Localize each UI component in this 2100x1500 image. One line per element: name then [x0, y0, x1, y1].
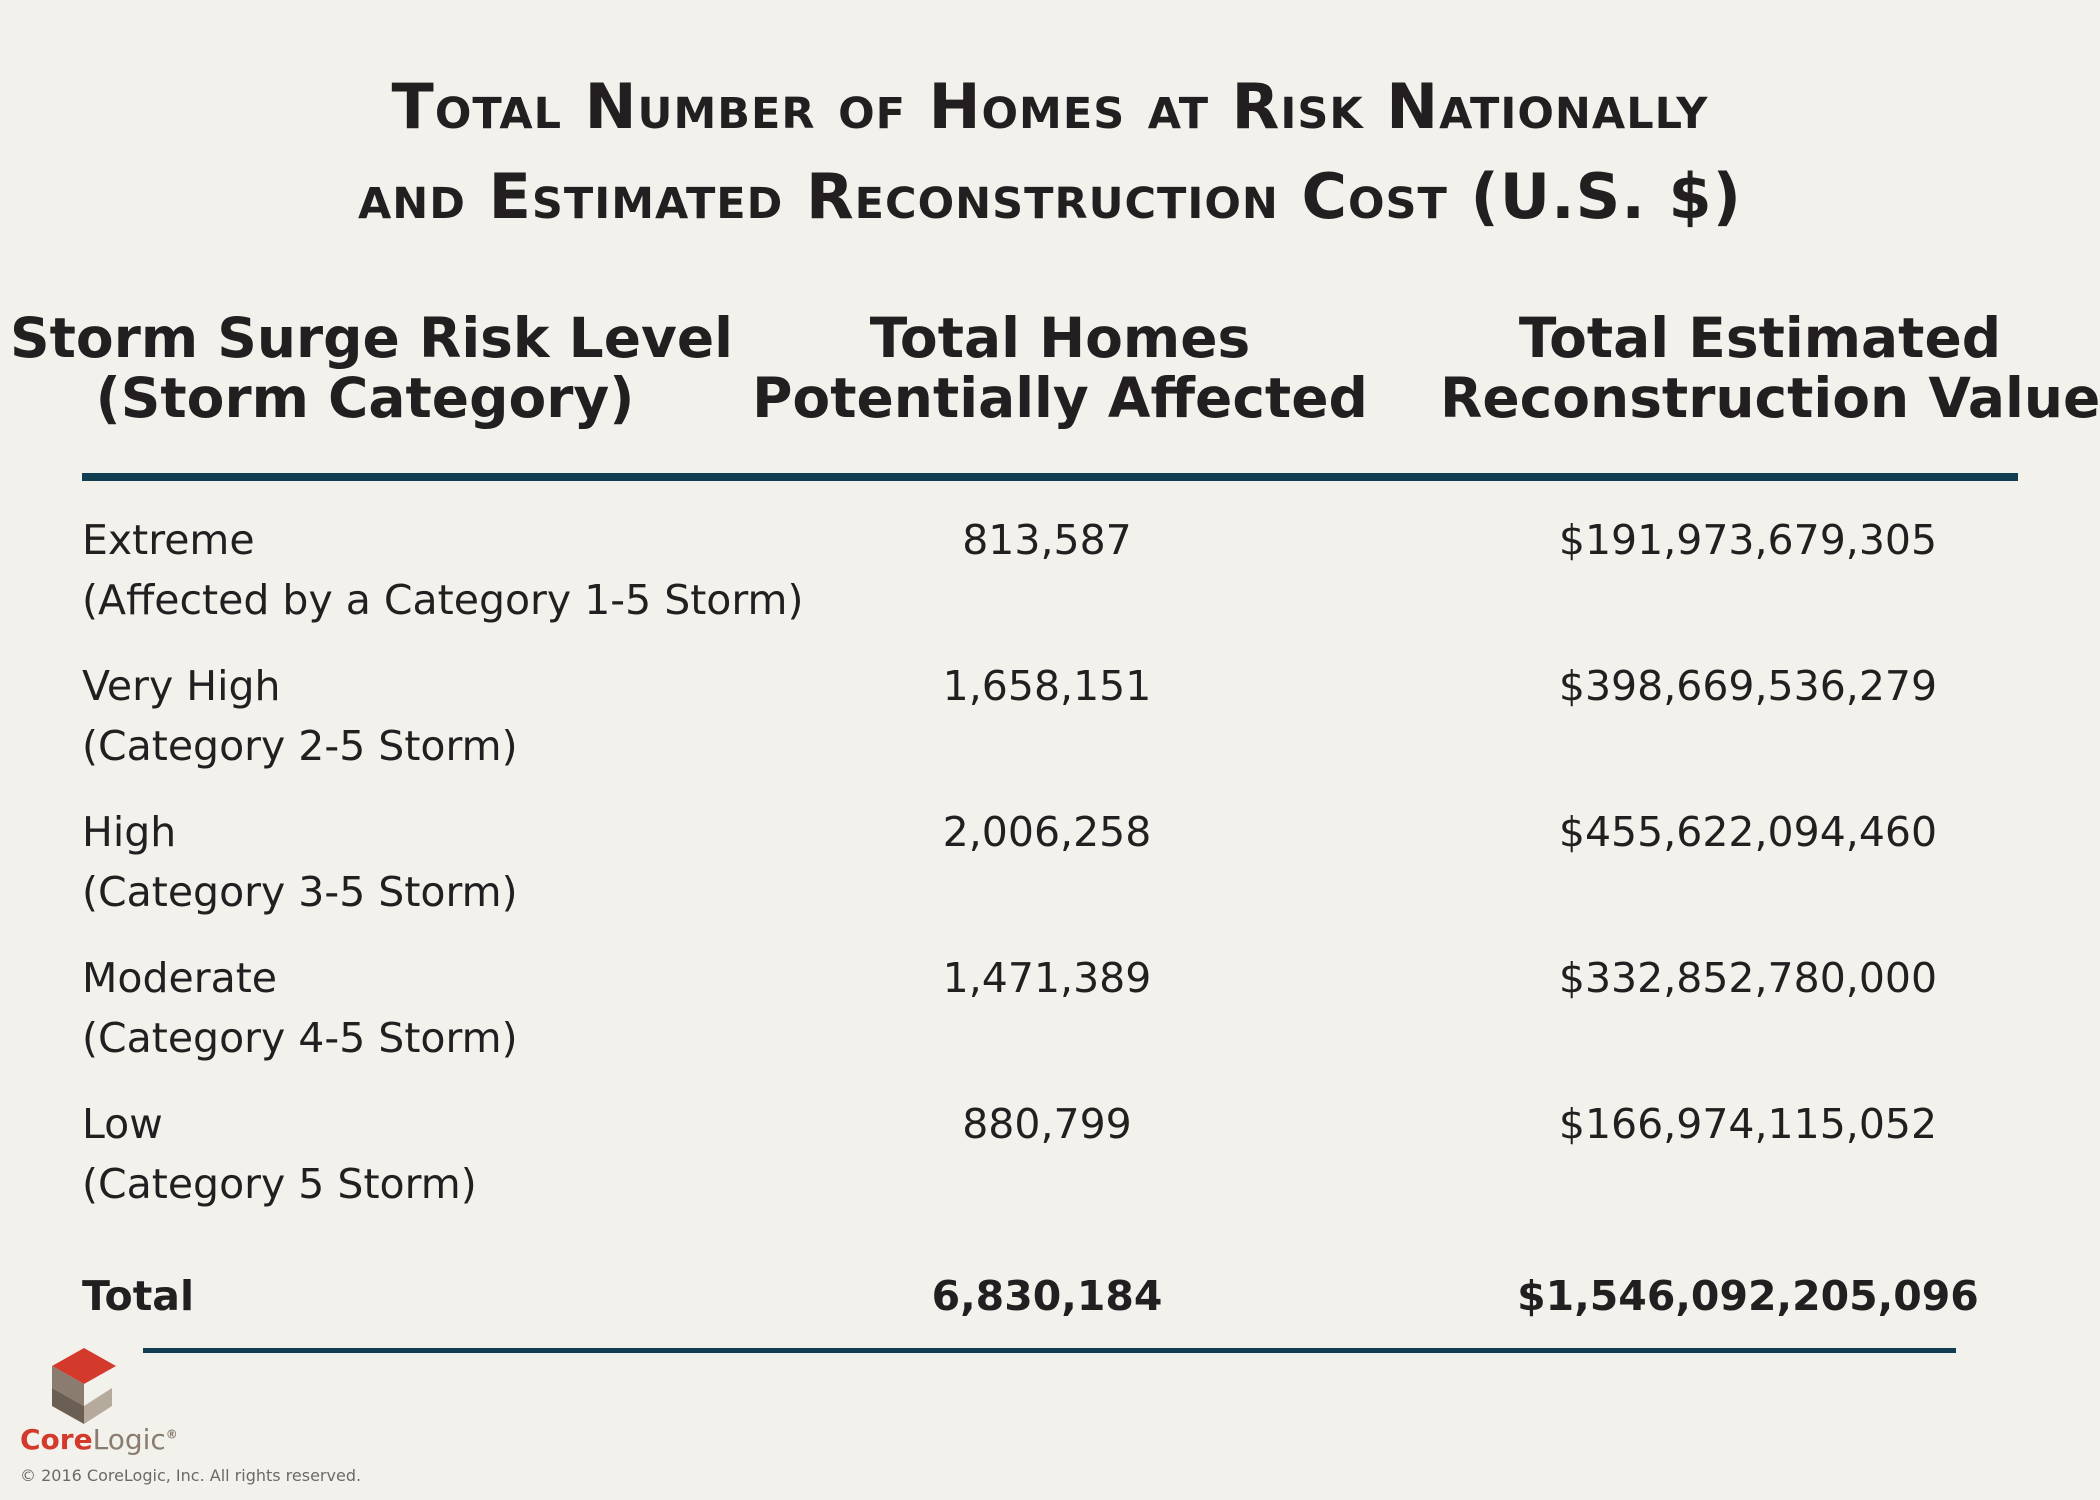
storm-category: (Category 2-5 Storm)	[82, 722, 518, 770]
table-row: Very High (Category 2-5 Storm) 1,658,151…	[0, 656, 2100, 796]
chart-title-line-2: and Estimated Reconstruction Cost (U.S. …	[358, 160, 1742, 233]
column-header-reconstruction-value: Total Estimated Reconstruction Value	[1440, 306, 2100, 430]
homes-cell: 880,799	[962, 1100, 1132, 1148]
storm-category: (Affected by a Category 1-5 Storm)	[82, 576, 804, 624]
total-value-cell: $1,546,092,205,096	[1517, 1272, 1979, 1320]
risk-level-name: Very High	[82, 662, 281, 710]
risk-level-cell: High (Category 3-5 Storm)	[82, 802, 518, 922]
total-divider	[143, 1348, 1956, 1353]
table-row: Moderate (Category 4-5 Storm) 1,471,389 …	[0, 948, 2100, 1088]
value-cell: $166,974,115,052	[1558, 1100, 1938, 1148]
value-cell: $455,622,094,460	[1558, 808, 1938, 856]
column-header-line-1: Total Estimated	[1518, 306, 2002, 370]
table-row: High (Category 3-5 Storm) 2,006,258 $455…	[0, 802, 2100, 942]
column-header-line-2: Reconstruction Value	[1440, 366, 2100, 430]
registered-mark: ®	[165, 1427, 178, 1442]
storm-category: (Category 3-5 Storm)	[82, 868, 518, 916]
corelogic-logo	[20, 1348, 180, 1424]
brand-name: CoreLogic®	[20, 1423, 178, 1456]
storm-category: (Category 4-5 Storm)	[82, 1014, 518, 1062]
table-row: Low (Category 5 Storm) 880,799 $166,974,…	[0, 1094, 2100, 1234]
homes-cell: 1,471,389	[942, 954, 1152, 1002]
column-header-line-1: Storm Surge Risk Level	[10, 306, 734, 370]
risk-level-cell: Moderate (Category 4-5 Storm)	[82, 948, 518, 1068]
column-header-total-homes: Total Homes Potentially Affected	[740, 308, 1380, 428]
risk-level-cell: Low (Category 5 Storm)	[82, 1094, 477, 1214]
storm-category: (Category 5 Storm)	[82, 1160, 477, 1208]
total-label: Total	[82, 1272, 195, 1320]
homes-cell: 1,658,151	[942, 662, 1152, 710]
column-header-line-1: Total Homes	[869, 306, 1251, 370]
risk-level-name: High	[82, 808, 177, 856]
homes-cell: 813,587	[962, 516, 1132, 564]
risk-level-name: Extreme	[82, 516, 255, 564]
value-cell: $398,669,536,279	[1558, 662, 1938, 710]
column-header-risk-level: Storm Surge Risk Level (Storm Category)	[10, 306, 734, 430]
column-header-line-2: Potentially Affected	[752, 366, 1368, 430]
table-row: Extreme (Affected by a Category 1-5 Stor…	[0, 510, 2100, 650]
value-cell: $191,973,679,305	[1558, 516, 1938, 564]
risk-level-cell: Very High (Category 2-5 Storm)	[82, 656, 518, 776]
chart-title: Total Number of Homes at Risk Nationally…	[0, 62, 2100, 242]
total-row: Total 6,830,184 $1,546,092,205,096	[0, 1266, 2100, 1406]
value-cell: $332,852,780,000	[1558, 954, 1938, 1002]
brand-logic: Logic	[92, 1423, 166, 1456]
brand-core: Core	[20, 1423, 93, 1456]
risk-level-cell: Extreme (Affected by a Category 1-5 Stor…	[82, 510, 803, 630]
risk-level-name: Low	[82, 1100, 163, 1148]
total-homes-cell: 6,830,184	[931, 1272, 1163, 1320]
copyright-text: © 2016 CoreLogic, Inc. All rights reserv…	[20, 1466, 362, 1485]
chart-title-line-1: Total Number of Homes at Risk Nationally	[391, 70, 1709, 143]
risk-level-name: Moderate	[82, 954, 277, 1002]
column-header-line-2: (Storm Category)	[95, 366, 635, 430]
corelogic-cube-icon	[52, 1348, 116, 1424]
header-divider	[82, 473, 2018, 481]
homes-cell: 2,006,258	[942, 808, 1152, 856]
